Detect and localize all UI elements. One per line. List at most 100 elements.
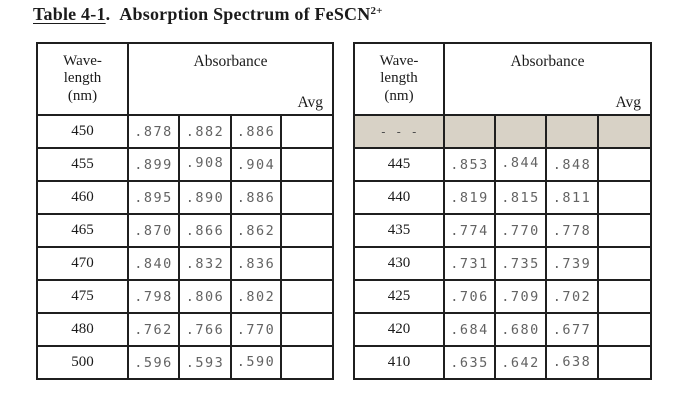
absorbance-value-cell: .862 (230, 213, 282, 248)
table-row: 460.895.890.886 (36, 180, 335, 215)
absorbance-value-cell: .853 (443, 147, 496, 182)
absorbance-value-cell: .904 (230, 147, 282, 182)
avg-cell (279, 213, 335, 248)
absorbance-value-cell: .680 (494, 312, 547, 347)
table-row: 420.684.680.677 (353, 312, 653, 347)
avg-cell (279, 312, 335, 347)
right-table-body: - - -445.853.844.848 440.819.815.811 435.7… (353, 114, 653, 380)
table-row: 470.840.832.836 (36, 246, 335, 281)
absorbance-value-cell: .848 (545, 147, 599, 182)
wavelength-cell: 440 (353, 180, 445, 215)
avg-cell (279, 114, 335, 149)
wavelength-header: Wave- length (nm) (36, 42, 129, 116)
avg-cell (596, 312, 653, 347)
wavelength-header-line: (nm) (384, 87, 414, 104)
absorbance-value-cell: .709 (494, 279, 547, 314)
caption-superscript: 2+ (370, 5, 383, 17)
wavelength-cell: 430 (353, 246, 445, 281)
absorbance-value-cell: .593 (178, 345, 232, 380)
wavelength-header-line: length (63, 70, 102, 87)
wavelength-cell: 435 (353, 213, 445, 248)
absorbance-value-cell: .596 (127, 345, 180, 380)
absorbance-value-cell: .706 (443, 279, 496, 314)
table-row: 475.798.806.802 (36, 279, 335, 314)
table-row: 480.762.766.770 (36, 312, 335, 347)
absorbance-value-cell: .778 (545, 213, 599, 248)
absorbance-value-cell: .731 (443, 246, 496, 281)
absorbance-value-cell: .819 (443, 180, 496, 215)
wavelength-cell: 425 (353, 279, 445, 314)
absorbance-value-cell (545, 114, 599, 149)
avg-cell (596, 213, 653, 248)
avg-cell (596, 114, 653, 149)
absorbance-value-cell: .882 (178, 114, 232, 149)
wavelength-cell: 470 (36, 246, 129, 281)
wavelength-header-line: length (380, 70, 418, 87)
table-row: 440.819.815.811 (353, 180, 653, 215)
absorbance-value-cell: .844 (494, 147, 547, 182)
absorbance-value-cell: .739 (545, 246, 599, 281)
table-row: 450.878.882.886 (36, 114, 335, 149)
absorbance-value-cell: .908 (178, 147, 232, 182)
absorbance-label: Absorbance (510, 53, 585, 70)
avg-cell (596, 246, 653, 281)
absorbance-value-cell: .811 (545, 180, 599, 215)
absorbance-value-cell: .890 (178, 180, 232, 215)
absorbance-value-cell: .677 (545, 312, 599, 347)
avg-cell (596, 345, 653, 380)
absorbance-value-cell: .635 (443, 345, 496, 380)
absorbance-table-right: Wave- length (nm) Absorbance Avg - - -44… (353, 42, 653, 380)
table-row: 445.853.844.848 (353, 147, 653, 182)
avg-cell (596, 279, 653, 314)
wavelength-cell: 455 (36, 147, 129, 182)
table-row: 430.731.735.739 (353, 246, 653, 281)
header-row: Wave- length (nm) Absorbance Avg (36, 42, 335, 116)
wavelength-cell: 460 (36, 180, 129, 215)
table-row: 425.706.709.702 (353, 279, 653, 314)
table-row: - - - (353, 114, 653, 149)
wavelength-cell: - - - (353, 114, 445, 149)
wavelength-header-line: (nm) (67, 87, 98, 104)
absorbance-value-cell: .840 (127, 246, 180, 281)
absorbance-value-cell: .770 (230, 312, 282, 347)
absorbance-value-cell: .806 (178, 279, 232, 314)
avg-cell (596, 180, 653, 215)
absorbance-value-cell: .815 (494, 180, 547, 215)
absorbance-header: Absorbance Avg (126, 42, 335, 116)
wavelength-cell: 475 (36, 279, 129, 314)
wavelength-cell: 480 (36, 312, 129, 347)
avg-cell (279, 279, 335, 314)
absorbance-table-left: Wave- length (nm) Absorbance Avg 450.878… (36, 42, 335, 380)
absorbance-header: Absorbance Avg (442, 42, 653, 116)
absorbance-value-cell: .870 (127, 213, 180, 248)
absorbance-value-cell (443, 114, 496, 149)
absorbance-value-cell: .766 (178, 312, 232, 347)
caption-text: Absorption Spectrum of FeSCN (119, 4, 371, 24)
absorbance-value-cell: .895 (127, 180, 180, 215)
absorbance-value-cell: .762 (127, 312, 180, 347)
absorbance-value-cell: .735 (494, 246, 547, 281)
avg-cell (279, 246, 335, 281)
absorbance-value-cell: .832 (178, 246, 232, 281)
wavelength-cell: 465 (36, 213, 129, 248)
absorbance-value-cell: .836 (230, 246, 282, 281)
absorbance-value-cell: .899 (127, 147, 180, 182)
absorbance-value-cell (494, 114, 547, 149)
absorbance-value-cell: .878 (127, 114, 180, 149)
absorbance-value-cell: .886 (230, 114, 282, 149)
absorbance-value-cell: .642 (494, 345, 547, 380)
table-row: 465.870.866.862 (36, 213, 335, 248)
wavelength-cell: 500 (36, 345, 129, 380)
wavelength-header: Wave- length (nm) (353, 42, 445, 116)
table-caption: Table 4-1. Absorption Spectrum of FeSCN2+ (33, 4, 383, 25)
table-row: 410.635.642.638 (353, 345, 653, 380)
wavelength-cell: 445 (353, 147, 445, 182)
avg-cell (279, 345, 335, 380)
wavelength-cell: 420 (353, 312, 445, 347)
wavelength-header-line: Wave- (63, 52, 102, 69)
wavelength-cell: 410 (353, 345, 445, 380)
table-row: 455.899.908.904 (36, 147, 335, 182)
left-table-body: 450.878.882.886 455.899.908.904 460.895.89… (36, 114, 335, 380)
avg-cell (596, 147, 653, 182)
